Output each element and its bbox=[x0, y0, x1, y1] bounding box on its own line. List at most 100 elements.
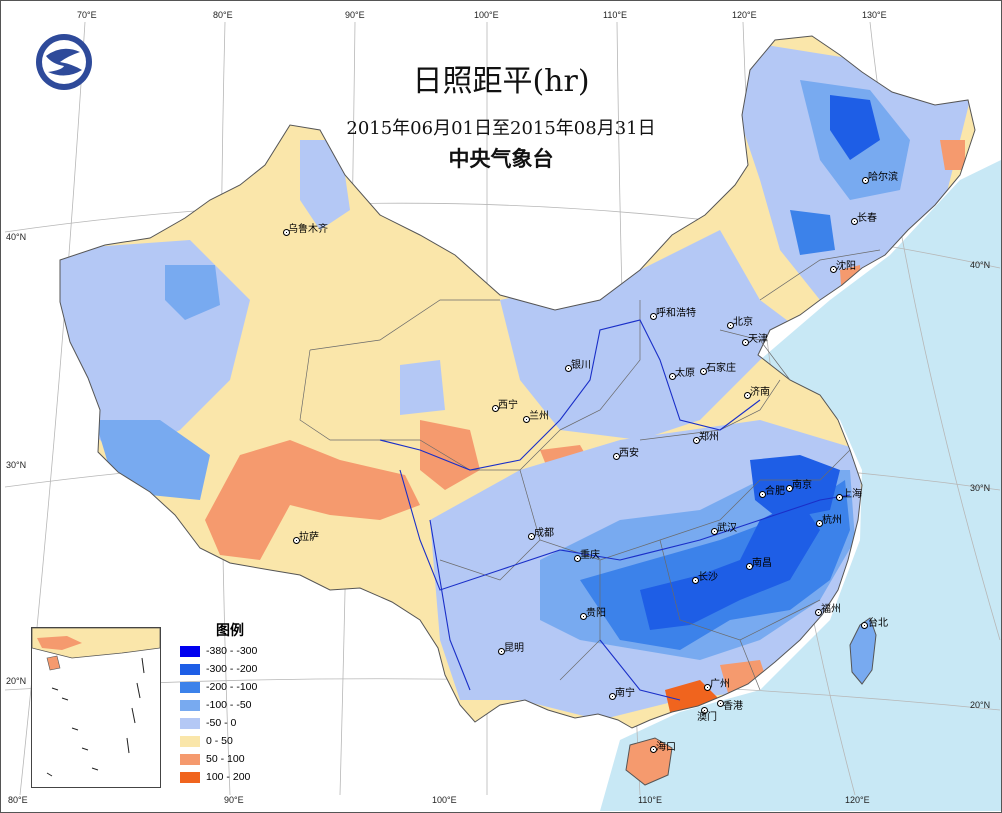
city-label: 澳门 bbox=[697, 712, 717, 723]
legend-item: 0 - 50 bbox=[180, 735, 300, 748]
legend-label: 50 - 100 bbox=[206, 753, 245, 765]
city-dot bbox=[704, 684, 711, 691]
city-label: 北京 bbox=[733, 317, 753, 328]
legend-label: -200 - -100 bbox=[206, 681, 258, 693]
city-label: 郑州 bbox=[699, 432, 719, 443]
city-dot bbox=[830, 266, 837, 273]
city-dot bbox=[700, 368, 707, 375]
city-label: 西安 bbox=[619, 448, 639, 459]
legend-item: -50 - 0 bbox=[180, 717, 300, 730]
city-dot bbox=[862, 177, 869, 184]
city-label: 重庆 bbox=[580, 550, 600, 561]
city-dot bbox=[498, 648, 505, 655]
legend-label: -300 - -200 bbox=[206, 663, 258, 675]
bottom-tick: 80°E bbox=[8, 795, 28, 805]
city-dot bbox=[759, 491, 766, 498]
sea-area bbox=[600, 160, 1001, 811]
bottom-tick: 120°E bbox=[845, 795, 870, 805]
top-tick: 110°E bbox=[603, 10, 627, 20]
legend-label: 100 - 200 bbox=[206, 771, 251, 783]
city-label: 哈尔滨 bbox=[868, 172, 898, 183]
city-dot bbox=[711, 528, 718, 535]
city-dot bbox=[523, 416, 530, 423]
city-dot bbox=[816, 520, 823, 527]
city-dot bbox=[742, 339, 749, 346]
city-dot bbox=[693, 437, 700, 444]
south-china-sea-inset bbox=[31, 627, 161, 788]
legend-swatch bbox=[180, 664, 200, 675]
legend-item: -300 - -200 bbox=[180, 663, 300, 676]
city-dot bbox=[746, 563, 753, 570]
city-label: 长春 bbox=[857, 213, 877, 224]
legend-swatch bbox=[180, 718, 200, 729]
city-label: 香港 bbox=[723, 701, 743, 712]
top-tick: 70°E bbox=[77, 10, 97, 20]
city-label: 合肥 bbox=[765, 486, 785, 497]
country-border bbox=[59, 35, 976, 729]
legend-title: 图例 bbox=[216, 623, 244, 639]
city-dot bbox=[574, 555, 581, 562]
cma-logo bbox=[36, 34, 92, 90]
city-label: 杭州 bbox=[822, 515, 842, 526]
city-label: 兰州 bbox=[529, 411, 549, 422]
date-range: 2015年06月01日至2015年08月31日 bbox=[346, 118, 656, 139]
city-label: 武汉 bbox=[717, 523, 737, 534]
city-label: 银川 bbox=[571, 360, 591, 371]
legend-swatch bbox=[180, 736, 200, 747]
city-dot bbox=[609, 693, 616, 700]
city-dot bbox=[669, 373, 676, 380]
rivers bbox=[379, 319, 851, 701]
right-tick: 20°N bbox=[970, 700, 991, 710]
legend-item: -380 - -300 bbox=[180, 645, 300, 658]
province-borders bbox=[299, 249, 881, 691]
city-dot bbox=[650, 313, 657, 320]
city-label: 上海 bbox=[842, 489, 862, 500]
city-label: 济南 bbox=[750, 387, 770, 398]
legend-swatch bbox=[180, 754, 200, 765]
city-label: 西宁 bbox=[498, 400, 518, 411]
organization: 中央气象台 bbox=[448, 147, 554, 171]
legend-item: -200 - -100 bbox=[180, 681, 300, 694]
legend-label: -380 - -300 bbox=[206, 645, 258, 657]
city-label: 拉萨 bbox=[299, 532, 319, 543]
city-dot bbox=[293, 537, 300, 544]
city-label: 长沙 bbox=[698, 572, 718, 583]
city-dot bbox=[580, 613, 587, 620]
top-tick: 130°E bbox=[862, 10, 887, 20]
city-dot bbox=[565, 365, 572, 372]
legend-swatch bbox=[180, 772, 200, 783]
legend-swatch bbox=[180, 646, 200, 657]
city-label: 天津 bbox=[748, 334, 768, 345]
legend-item: 100 - 200 bbox=[180, 771, 300, 784]
city-dot bbox=[528, 533, 535, 540]
left-tick: 20°N bbox=[6, 676, 27, 686]
city-dot bbox=[786, 485, 793, 492]
city-label: 石家庄 bbox=[706, 363, 736, 374]
right-tick: 30°N bbox=[970, 483, 991, 493]
city-dot bbox=[283, 229, 290, 236]
legend-swatch bbox=[180, 682, 200, 693]
hainan-island bbox=[625, 737, 673, 786]
city-label: 南昌 bbox=[752, 558, 772, 569]
city-dot bbox=[613, 453, 620, 460]
bottom-tick: 100°E bbox=[432, 795, 457, 805]
city-label: 沈阳 bbox=[836, 261, 856, 272]
bottom-tick: 110°E bbox=[638, 795, 662, 805]
bottom-tick: 90°E bbox=[224, 795, 244, 805]
city-dot bbox=[851, 218, 858, 225]
left-tick: 30°N bbox=[6, 460, 27, 470]
city-label: 福州 bbox=[821, 604, 841, 615]
top-tick: 100°E bbox=[474, 10, 499, 20]
city-dot bbox=[815, 609, 822, 616]
legend-label: 0 - 50 bbox=[206, 735, 233, 747]
map-title: 日照距平(hr) bbox=[412, 64, 590, 99]
top-tick: 90°E bbox=[345, 10, 365, 20]
city-dot bbox=[717, 700, 724, 707]
city-label: 成都 bbox=[534, 528, 554, 539]
city-label: 昆明 bbox=[504, 643, 524, 654]
right-tick: 40°N bbox=[970, 260, 991, 270]
city-label: 乌鲁木齐 bbox=[288, 224, 328, 235]
top-tick: 120°E bbox=[732, 10, 757, 20]
city-dot bbox=[701, 707, 708, 714]
